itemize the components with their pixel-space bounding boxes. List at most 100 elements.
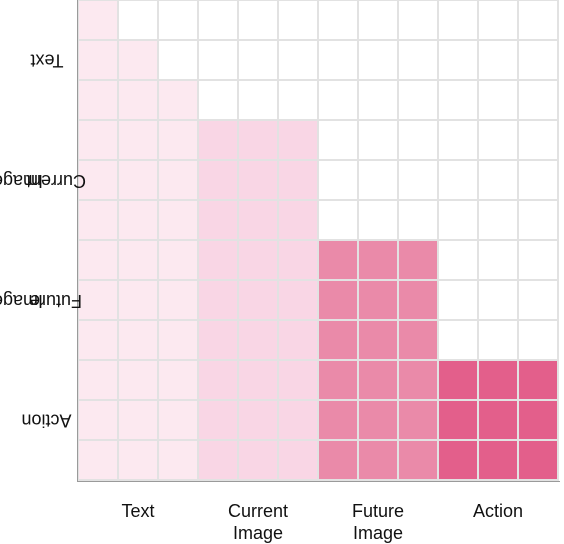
mask-cell-masked xyxy=(439,1,477,39)
mask-cell-attend xyxy=(79,41,117,79)
mask-cell-masked xyxy=(399,41,437,79)
mask-cell-masked xyxy=(479,241,517,279)
mask-cell-masked xyxy=(479,201,517,239)
mask-cell-attend xyxy=(439,441,477,479)
mask-cell-attend xyxy=(199,441,237,479)
mask-cell-masked xyxy=(439,201,477,239)
mask-cell-attend xyxy=(519,441,557,479)
col-label-action: Action xyxy=(472,501,524,521)
mask-cell-masked xyxy=(479,321,517,359)
mask-cell-masked xyxy=(519,1,557,39)
mask-cell-attend xyxy=(479,401,517,439)
mask-cell-masked xyxy=(439,81,477,119)
row-label-text: Text xyxy=(30,50,64,71)
mask-cell-attend xyxy=(399,321,437,359)
mask-cell-attend xyxy=(319,281,357,319)
mask-cell-masked xyxy=(479,1,517,39)
mask-cell-attend xyxy=(119,201,157,239)
mask-cell-masked xyxy=(439,241,477,279)
mask-cell-attend xyxy=(519,361,557,399)
mask-cell-attend xyxy=(359,401,397,439)
mask-cell-masked xyxy=(439,121,477,159)
mask-cell-attend xyxy=(239,441,277,479)
mask-cell-attend xyxy=(319,321,357,359)
col-label-current-image: Current Image xyxy=(227,501,289,543)
mask-cell-masked xyxy=(319,1,357,39)
mask-cell-masked xyxy=(519,201,557,239)
mask-cell-attend xyxy=(79,201,117,239)
mask-cell-attend xyxy=(79,1,117,39)
mask-cell-attend xyxy=(279,441,317,479)
mask-cell-masked xyxy=(399,121,437,159)
mask-cell-attend xyxy=(399,281,437,319)
mask-cell-masked xyxy=(199,41,237,79)
mask-cell-masked xyxy=(479,281,517,319)
mask-cell-masked xyxy=(519,81,557,119)
mask-cell-masked xyxy=(479,81,517,119)
mask-cell-attend xyxy=(119,81,157,119)
mask-cell-attend xyxy=(479,361,517,399)
mask-cell-masked xyxy=(359,201,397,239)
mask-cell-masked xyxy=(359,1,397,39)
mask-cell-masked xyxy=(519,121,557,159)
mask-cell-attend xyxy=(119,241,157,279)
mask-cell-attend xyxy=(79,361,117,399)
mask-cell-attend xyxy=(119,161,157,199)
mask-cell-attend xyxy=(119,441,157,479)
mask-cell-attend xyxy=(399,241,437,279)
mask-cell-attend xyxy=(199,361,237,399)
mask-cell-attend xyxy=(119,41,157,79)
mask-cell-attend xyxy=(399,441,437,479)
mask-cell-attend xyxy=(79,401,117,439)
mask-cell-masked xyxy=(319,41,357,79)
col-label-text: Text xyxy=(121,501,155,521)
mask-cell-attend xyxy=(279,241,317,279)
mask-cell-attend xyxy=(239,121,277,159)
mask-cell-attend xyxy=(279,321,317,359)
mask-cell-attend xyxy=(119,121,157,159)
mask-cell-attend xyxy=(359,241,397,279)
mask-cell-attend xyxy=(519,401,557,439)
mask-cell-attend xyxy=(439,401,477,439)
mask-cell-masked xyxy=(279,81,317,119)
mask-cell-attend xyxy=(79,281,117,319)
mask-cell-attend xyxy=(159,441,197,479)
mask-cell-attend xyxy=(79,441,117,479)
mask-cell-masked xyxy=(319,81,357,119)
mask-cell-attend xyxy=(279,121,317,159)
mask-cell-masked xyxy=(359,81,397,119)
mask-cell-masked xyxy=(479,41,517,79)
col-label-future-image: Future Image xyxy=(351,501,405,543)
mask-cell-attend xyxy=(119,401,157,439)
mask-cell-attend xyxy=(159,241,197,279)
mask-cell-attend xyxy=(239,201,277,239)
mask-cell-masked xyxy=(159,1,197,39)
mask-cell-attend xyxy=(239,161,277,199)
mask-cell-attend xyxy=(359,281,397,319)
mask-cell-masked xyxy=(519,281,557,319)
mask-cell-masked xyxy=(479,161,517,199)
mask-cell-masked xyxy=(399,201,437,239)
mask-cell-masked xyxy=(239,41,277,79)
mask-cell-masked xyxy=(359,121,397,159)
mask-cell-masked xyxy=(319,201,357,239)
mask-cell-attend xyxy=(79,321,117,359)
mask-cell-attend xyxy=(119,281,157,319)
mask-cell-attend xyxy=(159,81,197,119)
mask-cell-attend xyxy=(199,201,237,239)
mask-cell-attend xyxy=(159,281,197,319)
mask-cell-attend xyxy=(199,401,237,439)
mask-cell-attend xyxy=(159,201,197,239)
y-axis-line xyxy=(77,0,78,482)
mask-cell-attend xyxy=(199,161,237,199)
mask-cell-attend xyxy=(399,361,437,399)
mask-cell-attend xyxy=(199,121,237,159)
mask-cell-attend xyxy=(359,441,397,479)
mask-cell-masked xyxy=(359,41,397,79)
mask-cell-attend xyxy=(319,361,357,399)
mask-cell-masked xyxy=(519,41,557,79)
mask-cell-attend xyxy=(319,241,357,279)
mask-cell-attend xyxy=(159,321,197,359)
mask-cell-masked xyxy=(439,41,477,79)
